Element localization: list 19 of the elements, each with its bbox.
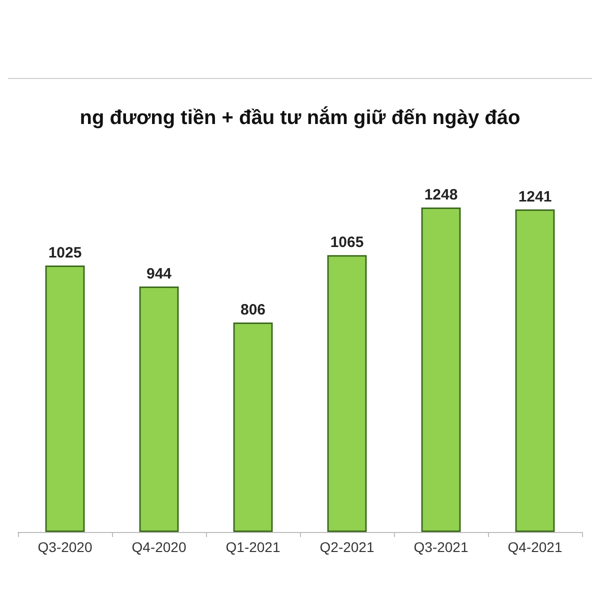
x-tick-label: Q4-2021 bbox=[508, 539, 562, 555]
x-tick-label: Q4-2020 bbox=[132, 539, 186, 555]
data-label: 944 bbox=[146, 266, 172, 283]
x-tick-label: Q3-2021 bbox=[414, 539, 468, 555]
x-tick-label: Q3-2020 bbox=[38, 539, 92, 555]
bar bbox=[515, 209, 555, 532]
bar bbox=[45, 266, 85, 532]
data-label: 1248 bbox=[424, 186, 458, 204]
data-label: 1065 bbox=[330, 234, 364, 252]
bar bbox=[139, 286, 179, 532]
x-tick-label: Q1-2021 bbox=[226, 539, 280, 555]
data-label: 1025 bbox=[48, 244, 82, 262]
bar bbox=[421, 208, 461, 532]
bar bbox=[233, 322, 273, 532]
data-label: 806 bbox=[240, 301, 266, 318]
chart-title: ng đương tiền + đầu tư nắm giữ đến ngày đáo bbox=[80, 106, 520, 129]
x-tick-label: Q2-2021 bbox=[320, 539, 374, 555]
data-label: 1241 bbox=[518, 188, 552, 206]
bar bbox=[327, 255, 367, 532]
